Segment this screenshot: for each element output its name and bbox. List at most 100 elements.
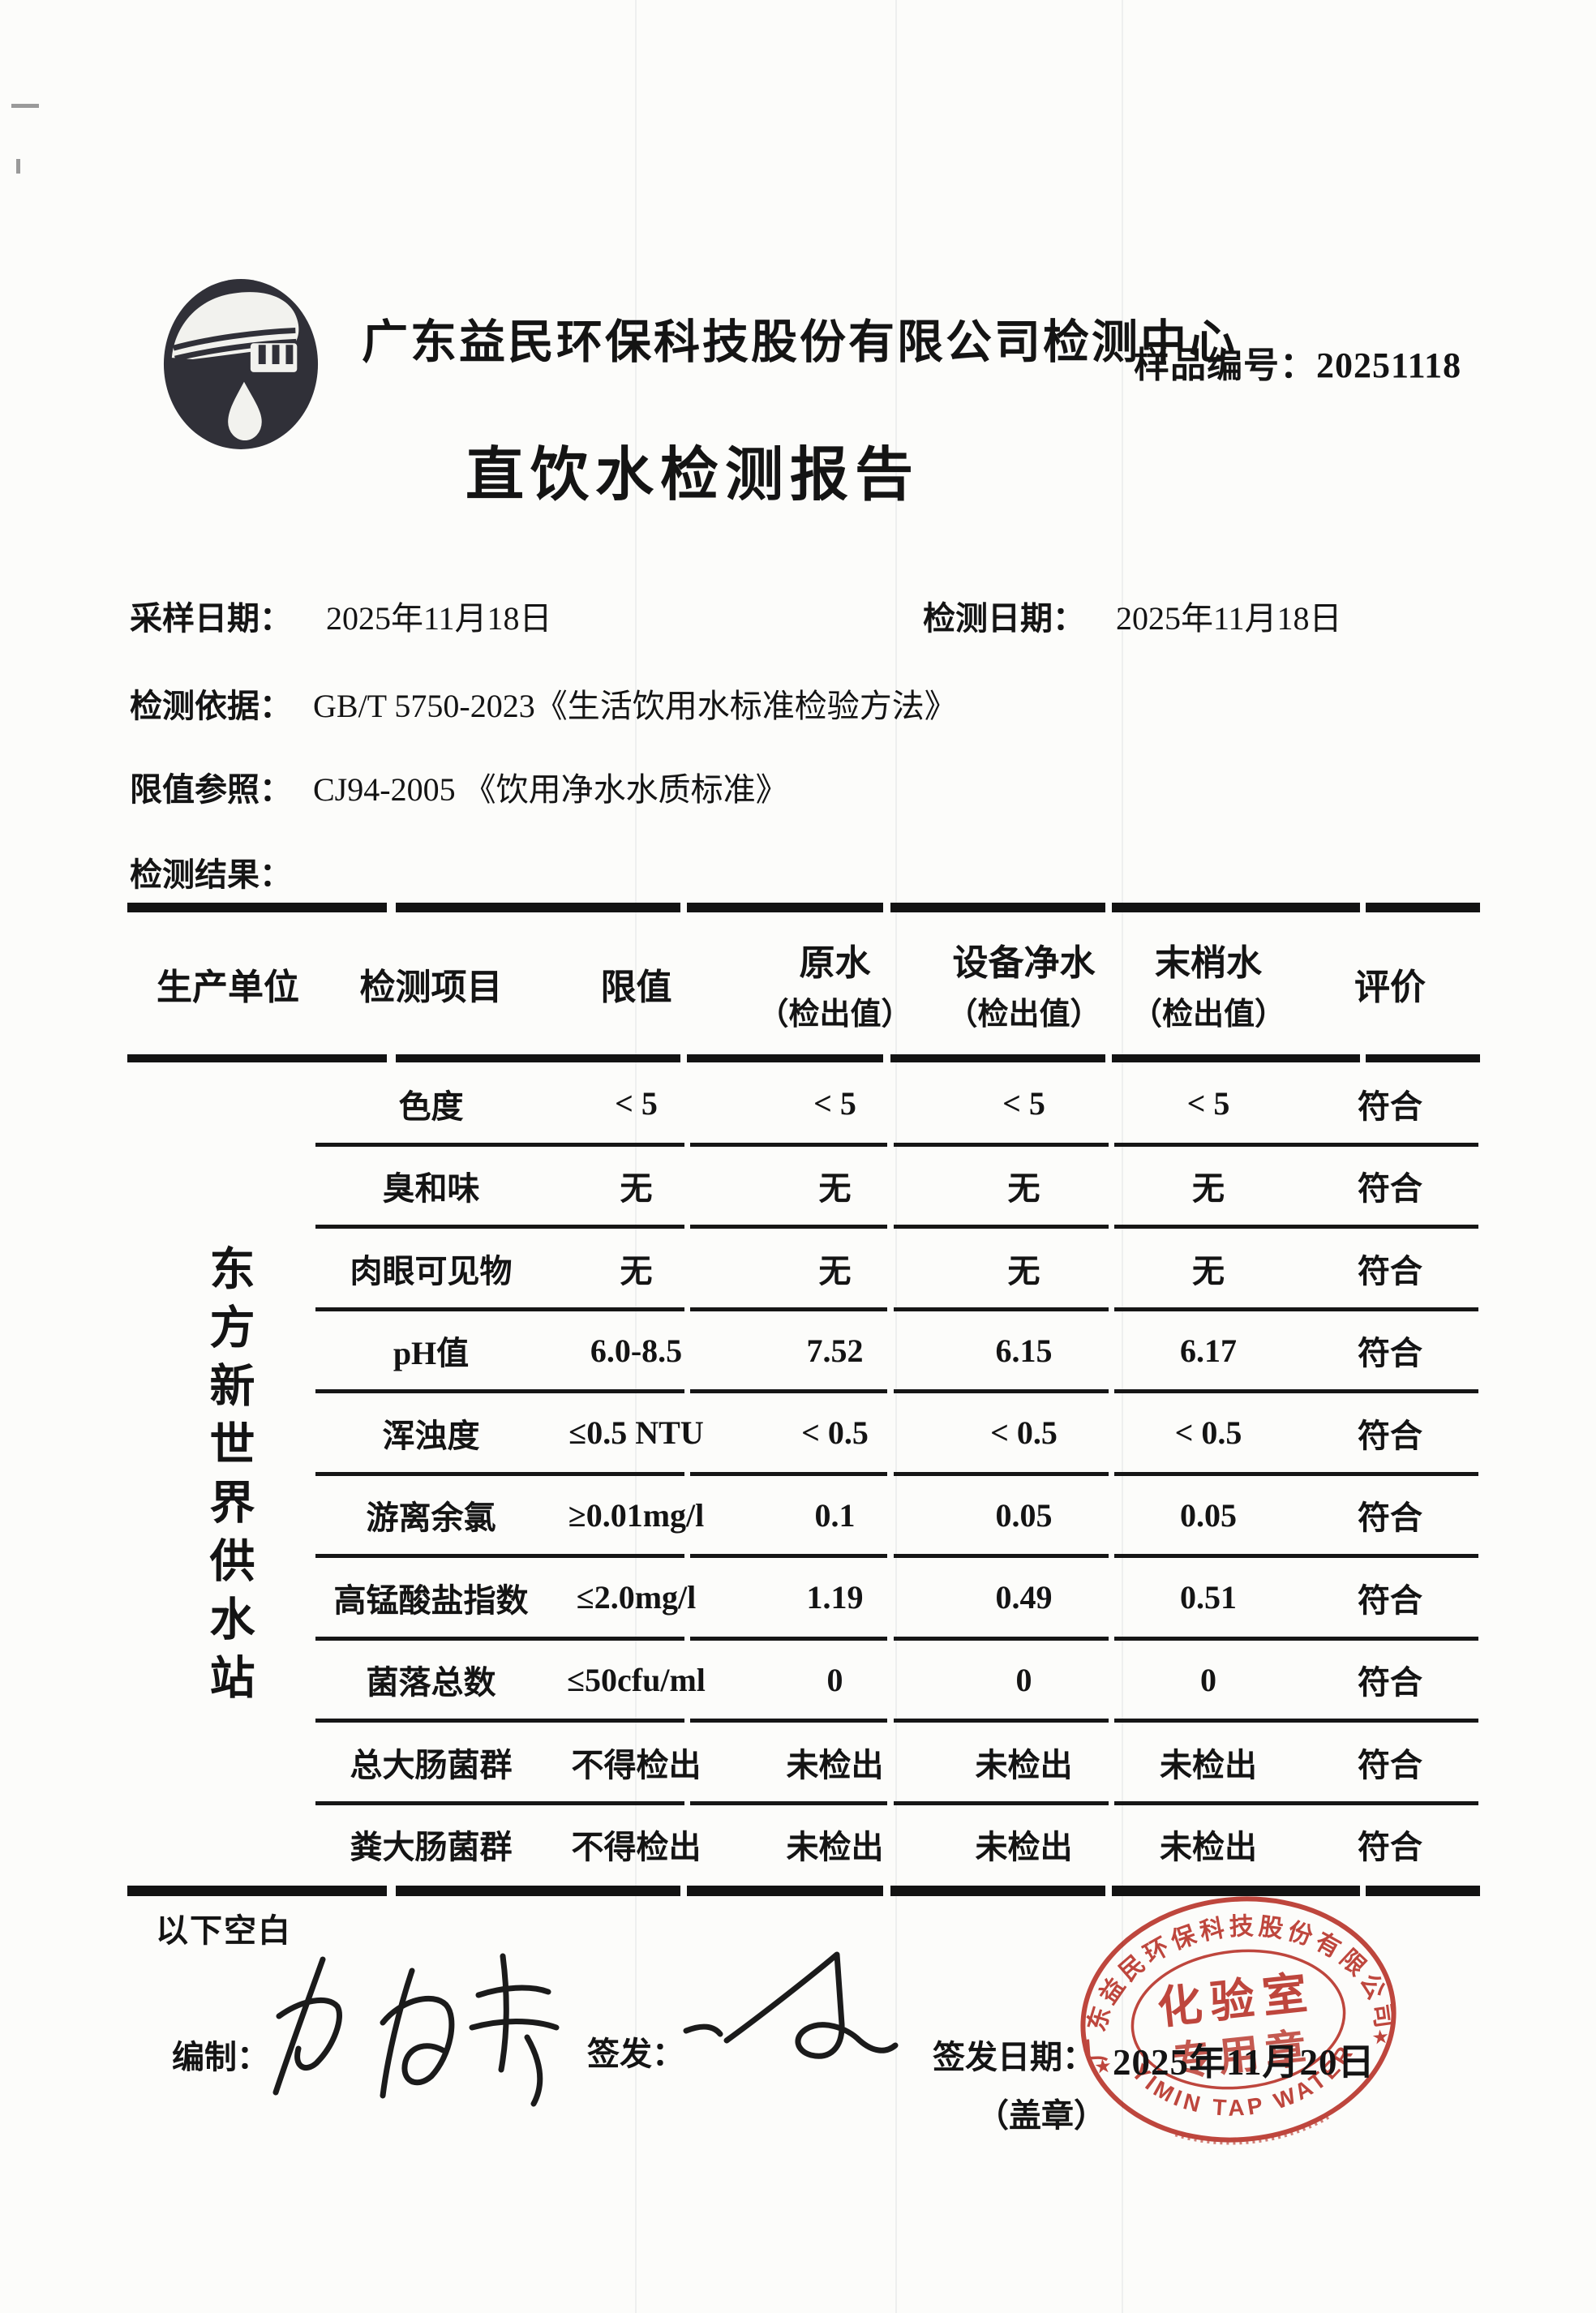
limit-ref-label: 限值参照： bbox=[130, 771, 292, 808]
cell-purified: < 0.5 bbox=[990, 1414, 1058, 1452]
issued-by-label: 签发： bbox=[587, 2036, 684, 2072]
cell-purified: 未检出 bbox=[975, 1829, 1073, 1866]
limit-ref-value: CJ94-2005 《饮用净水水质标准》 bbox=[313, 771, 788, 808]
table-top-border bbox=[127, 903, 1480, 912]
cell-item: 菌落总数 bbox=[366, 1664, 496, 1701]
results-line: 检测结果： bbox=[130, 848, 292, 895]
table-header-row: 生产单位 检测项目 限值 原水 （检出值） 设备净水 （检出值） 末梢水 （检出值） … bbox=[127, 912, 1480, 1054]
cell-verdict: 符合 bbox=[1358, 1088, 1422, 1125]
table-row: 菌落总数 ≤50cfu/ml 0 0 0 符合 bbox=[127, 1639, 1480, 1723]
cell-item: 高锰酸盐指数 bbox=[333, 1581, 529, 1619]
prepared-signature bbox=[260, 1953, 584, 2111]
cell-limit: < 5 bbox=[615, 1085, 658, 1122]
table-row: 总大肠菌群 不得检出 未检出 未检出 未检出 符合 bbox=[127, 1721, 1480, 1804]
col-header-device-water: 设备净水 （检出值） bbox=[946, 943, 1101, 1032]
table-row: pH值 6.0-8.5 7.52 6.15 6.17 符合 bbox=[127, 1310, 1480, 1393]
cell-raw: 未检出 bbox=[786, 1829, 884, 1866]
cell-verdict: 符合 bbox=[1358, 1664, 1422, 1701]
sampling-date-label: 采样日期： bbox=[130, 600, 292, 637]
cell-raw: 0.1 bbox=[814, 1496, 856, 1534]
cell-limit: ≤50cfu/ml bbox=[567, 1661, 706, 1698]
table-row: 肉眼可见物 无 无 无 无 符合 bbox=[127, 1227, 1480, 1311]
test-date-value: 2025年11月18日 bbox=[1116, 600, 1342, 637]
cell-verdict: 符合 bbox=[1358, 1500, 1422, 1537]
cell-raw: 无 bbox=[818, 1170, 852, 1208]
water-tap-drop-logo-icon bbox=[161, 277, 321, 451]
cell-purified: 无 bbox=[1007, 1252, 1040, 1290]
col-header-item: 检测项目 bbox=[359, 967, 503, 1007]
cell-purified: 未检出 bbox=[975, 1746, 1073, 1783]
table-row: 色度 < 5 < 5 < 5 < 5 符合 bbox=[127, 1062, 1480, 1146]
stamp-center-line1: 化验室 bbox=[1155, 1968, 1317, 2033]
col-header-limit: 限值 bbox=[600, 967, 672, 1007]
cell-verdict: 符合 bbox=[1358, 1417, 1422, 1454]
blank-below-note: 以下空白 bbox=[156, 1912, 292, 1949]
lab-seal-stamp: 广东益民环保科技股份有限公司 ★ ★ 化验室 专用章 YIMIN TAP WAT… bbox=[1070, 1892, 1402, 2147]
cell-item: 总大肠菌群 bbox=[350, 1746, 513, 1783]
table-row: 高锰酸盐指数 ≤2.0mg/l 1.19 0.49 0.51 符合 bbox=[127, 1556, 1480, 1640]
cell-terminal: 无 bbox=[1192, 1252, 1225, 1290]
table-bottom-border bbox=[127, 1886, 1480, 1896]
report-title: 直饮水检测报告 bbox=[465, 443, 920, 508]
cell-item: 肉眼可见物 bbox=[350, 1252, 513, 1290]
sampling-date-value: 2025年11月18日 bbox=[326, 600, 552, 637]
cell-terminal: < 5 bbox=[1186, 1085, 1230, 1122]
basis-label: 检测依据： bbox=[130, 688, 292, 724]
producer-cell: 东方新世界供水站 bbox=[127, 1073, 328, 1884]
cell-raw: 无 bbox=[818, 1252, 852, 1290]
basis-line: 检测依据： GB/T 5750-2023《生活饮用水标准检验方法》 bbox=[130, 680, 957, 727]
cell-terminal: 0 bbox=[1200, 1661, 1216, 1698]
cell-raw: 7.52 bbox=[806, 1332, 864, 1369]
cell-limit: 无 bbox=[620, 1170, 653, 1208]
cell-terminal: < 0.5 bbox=[1174, 1414, 1242, 1452]
cell-raw: 0 bbox=[826, 1661, 843, 1698]
cell-raw: 1.19 bbox=[806, 1579, 864, 1616]
cell-verdict: 符合 bbox=[1358, 1746, 1422, 1783]
cell-verdict: 符合 bbox=[1358, 1335, 1422, 1372]
cell-terminal: 无 bbox=[1192, 1170, 1225, 1208]
stamp-star-right-icon: ★ bbox=[1371, 2027, 1390, 2049]
col-header-verdict: 评价 bbox=[1354, 967, 1426, 1007]
cell-terminal: 0.51 bbox=[1180, 1579, 1237, 1616]
table-row: 粪大肠菌群 不得检出 未检出 未检出 未检出 符合 bbox=[127, 1804, 1480, 1886]
scan-artifact bbox=[16, 159, 20, 174]
stamp-note: （盖章） bbox=[976, 2097, 1106, 2134]
sampling-date-line: 采样日期： 2025年11月18日 bbox=[130, 592, 552, 639]
cell-limit: ≥0.01mg/l bbox=[568, 1496, 705, 1534]
cell-raw: 未检出 bbox=[786, 1746, 884, 1783]
cell-terminal: 0.05 bbox=[1180, 1496, 1237, 1534]
cell-item: 游离余氯 bbox=[366, 1500, 496, 1537]
stamp-star-left-icon: ★ bbox=[1093, 2056, 1113, 2079]
issue-date-label: 签发日期： bbox=[933, 2039, 1095, 2075]
basis-value: GB/T 5750-2023《生活饮用水标准检验方法》 bbox=[313, 688, 957, 724]
cell-limit: 无 bbox=[620, 1252, 653, 1290]
producer-name: 东方新世界供水站 bbox=[203, 1245, 253, 1712]
col-header-terminal-water: 末梢水 （检出值） bbox=[1130, 943, 1285, 1032]
scan-streak bbox=[635, 0, 637, 2313]
cell-item: 浑浊度 bbox=[382, 1417, 480, 1454]
cell-limit: 不得检出 bbox=[571, 1746, 701, 1783]
scan-artifact bbox=[11, 104, 39, 108]
table-row: 游离余氯 ≥0.01mg/l 0.1 0.05 0.05 符合 bbox=[127, 1474, 1480, 1558]
cell-purified: 0.49 bbox=[995, 1579, 1053, 1616]
cell-purified: 无 bbox=[1007, 1170, 1040, 1208]
scan-streak bbox=[1122, 0, 1123, 2313]
cell-item: 臭和味 bbox=[382, 1170, 480, 1208]
cell-verdict: 符合 bbox=[1358, 1170, 1422, 1208]
limit-ref-line: 限值参照： CJ94-2005 《饮用净水水质标准》 bbox=[130, 763, 788, 810]
table-header-border bbox=[127, 1054, 1480, 1062]
results-label: 检测结果： bbox=[130, 856, 292, 893]
cell-purified: 0 bbox=[1015, 1661, 1032, 1698]
col-header-raw-water: 原水 （检出值） bbox=[757, 943, 912, 1032]
table-row: 臭和味 无 无 无 无 符合 bbox=[127, 1145, 1480, 1229]
cell-limit: ≤0.5 NTU bbox=[568, 1414, 704, 1452]
cell-terminal: 未检出 bbox=[1160, 1829, 1257, 1866]
cell-verdict: 符合 bbox=[1358, 1581, 1422, 1619]
issued-signature bbox=[678, 1946, 946, 2096]
cell-purified: < 5 bbox=[1002, 1085, 1045, 1122]
results-table: 生产单位 检测项目 限值 原水 （检出值） 设备净水 （检出值） 末梢水 （检出值） … bbox=[127, 903, 1480, 1896]
cell-limit: 不得检出 bbox=[571, 1829, 701, 1866]
prepared-by-label: 编制： bbox=[172, 2039, 269, 2075]
org-name: 广东益民环保科技股份有限公司检测中心 bbox=[362, 316, 1238, 368]
